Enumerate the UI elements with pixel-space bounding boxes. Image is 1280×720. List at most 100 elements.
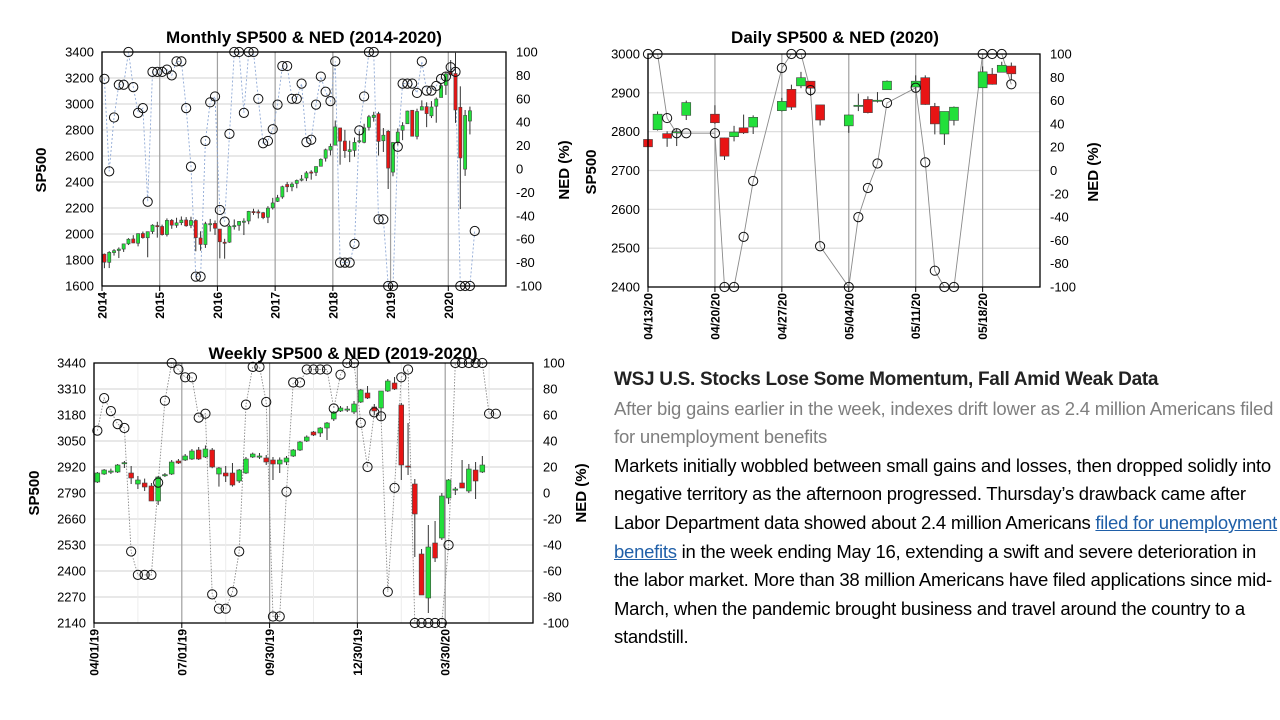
candle-body — [213, 223, 217, 229]
monthly-gridlines — [101, 52, 506, 286]
candle-down — [391, 377, 398, 390]
y-tick-label: 3000 — [65, 97, 94, 112]
candle-body — [996, 64, 1007, 73]
candle-up — [280, 185, 285, 199]
ned-point — [814, 241, 826, 252]
candle-up — [174, 217, 179, 228]
candle-body — [468, 110, 472, 122]
candle-body — [182, 455, 188, 461]
candle-up — [466, 464, 472, 493]
candle-body — [229, 472, 236, 486]
ned-point — [330, 56, 341, 67]
candle-body — [472, 469, 479, 482]
candle-body — [939, 111, 950, 135]
candle-up — [323, 148, 328, 162]
candle-body — [331, 411, 337, 420]
candle-up — [371, 111, 376, 122]
unemployment-benefits-link[interactable]: filed for unemployment benefits — [614, 511, 1278, 562]
candle-up — [243, 457, 249, 474]
ned-point — [113, 79, 124, 90]
candle-up — [939, 111, 950, 145]
candle-body — [217, 228, 222, 243]
y-tick-label: 1600 — [65, 279, 94, 294]
daily-chart: Daily SP500 & NED (2020) 2400 2500 2600 270… — [583, 28, 1102, 340]
candle-body — [114, 464, 121, 473]
candle-body — [290, 183, 294, 188]
candle-body — [222, 241, 227, 244]
ned-point — [288, 377, 299, 388]
ned-point — [435, 73, 447, 85]
candle-body — [882, 80, 892, 91]
candle-body — [101, 469, 107, 475]
ned-point — [349, 238, 360, 249]
ned-point — [267, 124, 278, 135]
ned-point — [862, 182, 874, 194]
candle-down — [148, 483, 155, 502]
ned-point — [681, 128, 692, 139]
candle-down — [184, 217, 189, 227]
candle-body — [175, 460, 182, 464]
candle-down — [209, 448, 215, 469]
candle-up — [126, 238, 131, 246]
y2-tick-label: 0 — [516, 162, 523, 177]
ned-point — [1006, 79, 1017, 90]
candle-body — [405, 465, 411, 468]
candle-body — [863, 99, 873, 113]
candle-up — [250, 452, 256, 458]
candle-down — [371, 404, 377, 415]
candle-body — [710, 113, 720, 124]
candle-body — [418, 553, 425, 596]
candle-up — [996, 61, 1007, 73]
candle-body — [297, 441, 303, 451]
candle-body — [391, 142, 395, 173]
daily-y2-axis-label: NED (%) — [1085, 142, 1102, 201]
candle-up — [351, 401, 357, 414]
candle-up — [114, 464, 121, 473]
ned-point — [373, 214, 384, 225]
y2-tick-label: 80 — [1050, 70, 1064, 85]
ned-point — [254, 361, 265, 372]
ned-point — [359, 91, 370, 102]
candle-up — [162, 473, 168, 477]
ned-point — [910, 82, 921, 93]
ned-point — [272, 99, 283, 110]
article-headline: WSJ U.S. Stocks Lose Some Momentum, Fall… — [614, 369, 1159, 390]
candle-up — [145, 231, 150, 258]
y-tick-label: 2400 — [65, 175, 94, 190]
candle-body — [236, 469, 242, 482]
ned-point — [186, 372, 198, 383]
candle-body — [405, 110, 410, 125]
candle-body — [165, 220, 169, 235]
candle-up — [189, 216, 193, 229]
y-tick-label: 2790 — [57, 486, 86, 501]
candle-up — [246, 210, 251, 225]
candle-body — [425, 546, 432, 599]
candle-body — [479, 464, 486, 473]
ned-point — [119, 422, 130, 434]
y2-tick-label: -40 — [543, 538, 562, 553]
candle-up — [202, 445, 209, 458]
candle-body — [681, 102, 692, 116]
ned-point — [301, 136, 312, 148]
candle-up — [381, 128, 386, 152]
candle-down — [217, 228, 222, 259]
y2-tick-label: 20 — [543, 460, 557, 475]
candle-body — [352, 142, 357, 151]
y-tick-label: 3180 — [57, 408, 86, 423]
y2-tick-label: 100 — [1050, 47, 1072, 62]
candle-up — [468, 106, 472, 135]
ned-point — [180, 372, 191, 383]
ned-point — [213, 603, 225, 614]
ned-point — [105, 406, 116, 417]
ned-point — [214, 204, 225, 216]
candle-up — [358, 389, 364, 403]
candle-up — [135, 476, 141, 489]
candle-body — [150, 224, 155, 232]
ned-point — [274, 611, 285, 622]
article-body-text-continued: in the week ending May 16, extending a s… — [614, 540, 1272, 648]
ned-point — [321, 364, 333, 375]
candle-body — [184, 219, 189, 227]
candle-down — [805, 80, 816, 96]
candle-down — [175, 459, 182, 464]
candle-body — [872, 99, 883, 102]
